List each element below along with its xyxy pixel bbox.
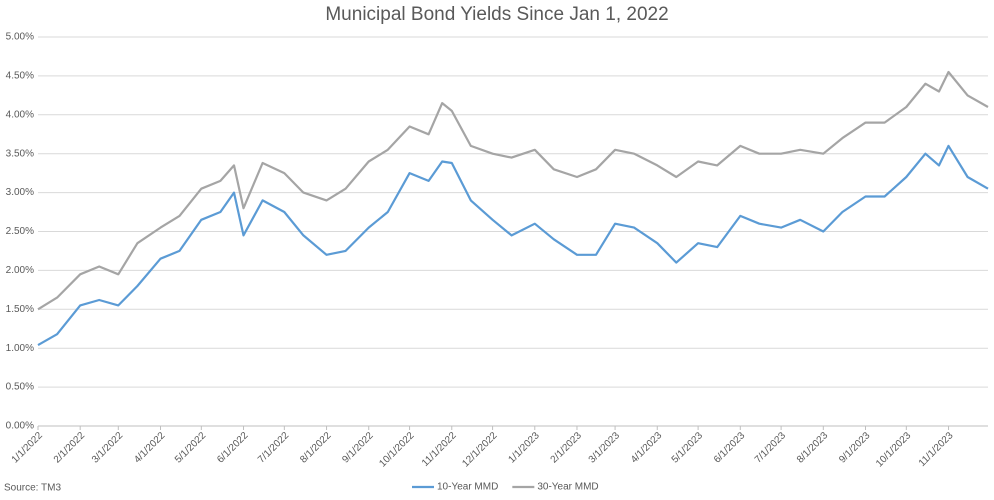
x-tick-label: 4/1/2022 (132, 430, 168, 466)
x-tick-label: 11/1/2022 (420, 430, 459, 469)
series-line (37, 70, 989, 311)
legend-label: 30-Year MMD (537, 482, 598, 493)
x-tick-label: 9/1/2022 (340, 430, 376, 466)
x-tick-label: 10/1/2022 (377, 430, 417, 470)
y-tick-label: 2.50% (6, 226, 34, 237)
y-tick-label: 1.00% (6, 343, 34, 354)
y-tick-label: 4.50% (6, 71, 34, 82)
x-tick-label: 6/1/2022 (215, 430, 251, 466)
x-tick-label: 8/1/2022 (298, 430, 334, 466)
y-tick-label: 2.00% (6, 265, 34, 276)
y-tick-label: 3.50% (6, 148, 34, 159)
x-tick-label: 2/1/2023 (549, 430, 585, 466)
y-tick-label: 4.00% (6, 109, 34, 120)
y-tick-label: 1.50% (6, 304, 34, 315)
x-tick-label: 5/1/2023 (670, 430, 706, 466)
y-tick-label: 0.50% (6, 382, 34, 393)
series-line (37, 144, 989, 347)
x-tick-label: 10/1/2023 (874, 430, 914, 470)
legend-label: 10-Year MMD (437, 482, 498, 493)
x-tick-label: 5/1/2022 (173, 430, 209, 466)
x-tick-label: 2/1/2022 (52, 430, 88, 466)
x-tick-label: 7/1/2022 (256, 430, 292, 466)
y-tick-label: 3.00% (6, 187, 34, 198)
x-tick-label: 4/1/2023 (629, 430, 665, 466)
x-tick-label: 8/1/2023 (795, 430, 831, 466)
x-tick-label: 3/1/2023 (587, 430, 623, 466)
x-tick-label: 3/1/2022 (90, 430, 126, 466)
x-tick-label: 12/1/2022 (460, 430, 500, 470)
x-tick-label: 6/1/2023 (712, 430, 748, 466)
y-tick-label: 5.00% (6, 32, 34, 43)
source-note: Source: TM3 (4, 483, 61, 494)
chart-title: Municipal Bond Yields Since Jan 1, 2022 (325, 4, 668, 25)
x-tick-label: 7/1/2023 (753, 430, 789, 466)
x-tick-label: 1/1/2023 (506, 430, 542, 466)
y-tick-label: 0.00% (6, 421, 34, 432)
x-tick-label: 11/1/2023 (917, 430, 956, 469)
x-tick-label: 1/1/2022 (10, 430, 46, 466)
x-tick-label: 9/1/2023 (837, 430, 873, 466)
